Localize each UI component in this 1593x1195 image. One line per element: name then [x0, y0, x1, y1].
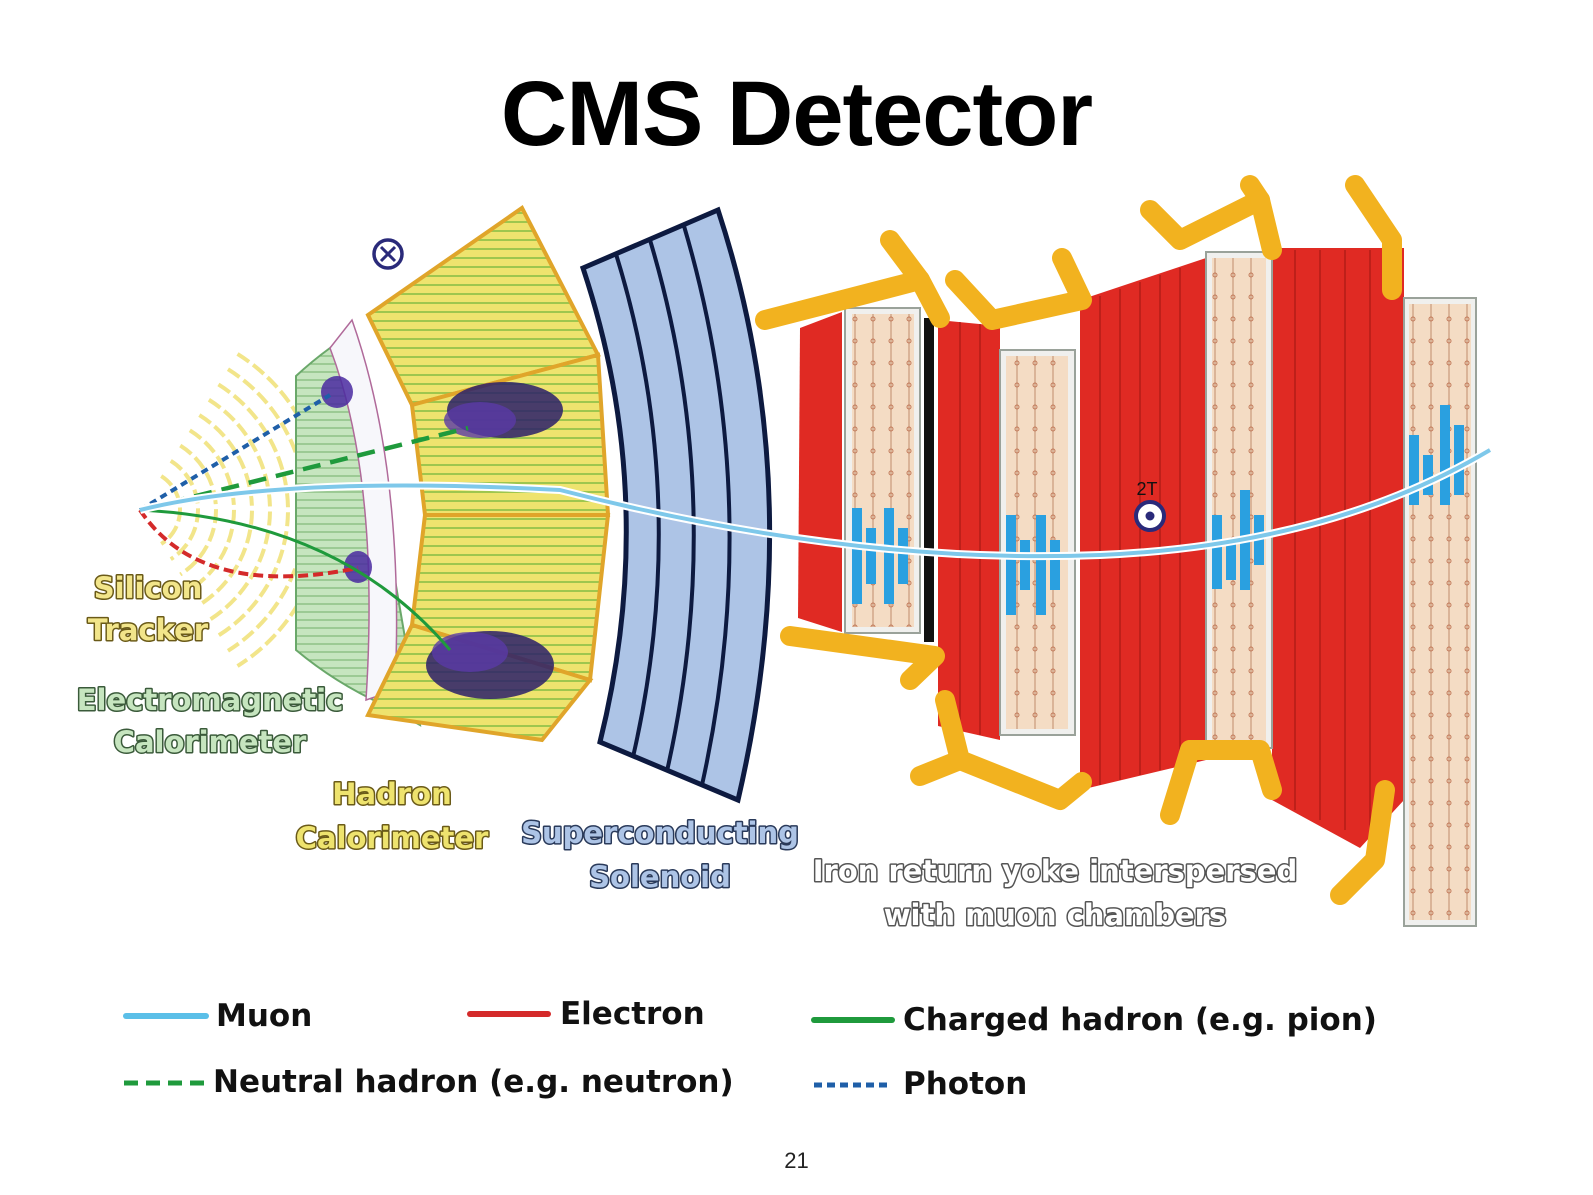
label-solenoid-1: Superconducting: [521, 816, 799, 850]
legend-label-electron: Electron: [560, 996, 705, 1032]
legend-item-muon: Muon: [123, 998, 312, 1034]
label-yoke-2: with muon chambers: [884, 898, 1226, 932]
tracker-layer: [226, 367, 308, 653]
tracker-layer: [188, 428, 236, 592]
particle-tracks: [138, 393, 1493, 651]
legend-label-charged-hadron: Charged hadron (e.g. pion): [903, 1002, 1377, 1038]
tracker-layer: [207, 398, 272, 622]
circle-dot-icon: [1134, 500, 1166, 532]
tracker-layer: [169, 459, 200, 561]
label-tracker-1: Silicon: [94, 571, 202, 605]
legend-item-charged-hadron: Charged hadron (e.g. pion): [811, 1002, 1377, 1038]
hcal-shower-lower: [426, 631, 554, 699]
legend-label-neutral-hadron: Neutral hadron (e.g. neutron): [213, 1064, 734, 1100]
field-strength-label: 2T: [1136, 479, 1157, 499]
muon-chamber-4: [1403, 297, 1477, 927]
slide-title: CMS Detector: [500, 63, 1093, 165]
tracker-layer: [236, 352, 326, 668]
circle-cross-icon: [372, 238, 404, 270]
charged-hadron-track: [139, 508, 452, 651]
label-hcal-2: Calorimeter: [296, 821, 489, 855]
photon-track: [138, 393, 332, 512]
muon-chambers: [844, 251, 1477, 927]
hcal-shower-upper: [444, 382, 563, 438]
legend-item-neutral-hadron: Neutral hadron (e.g. neutron): [124, 1064, 734, 1100]
label-solenoid-2: Solenoid: [589, 860, 731, 894]
iron-return-yoke: [798, 248, 1404, 848]
page-number: 21: [784, 1148, 809, 1173]
ecal-shower-upper: [321, 376, 353, 408]
component-labels: Silicon Tracker Electromagnetic Calorime…: [75, 570, 1299, 934]
label-hcal-1: Hadron: [332, 777, 451, 811]
legend-label-photon: Photon: [903, 1066, 1027, 1102]
legend-label-muon: Muon: [216, 998, 312, 1034]
yoke-slab-4: [1272, 248, 1404, 848]
legend-item-photon: Photon: [814, 1066, 1027, 1102]
electron-track: [138, 508, 359, 579]
muon-chamber-3: [1205, 251, 1273, 749]
label-ecal-1: Electromagnetic: [77, 683, 344, 717]
label-ecal-2: Calorimeter: [114, 725, 307, 759]
legend-item-electron: Electron: [467, 996, 705, 1032]
yoke-slab-1: [798, 312, 842, 632]
tracker-layer: [160, 474, 182, 546]
label-tracker-2: Tracker: [88, 613, 209, 647]
legend: Muon Electron Charged hadron (e.g. pion)…: [123, 996, 1377, 1102]
tracker-layer: [179, 443, 218, 577]
silicon-tracker: [160, 352, 326, 668]
tracker-layer: [198, 413, 254, 607]
superconducting-solenoid: [579, 206, 773, 804]
label-yoke-1: Iron return yoke interspersed: [813, 854, 1297, 888]
yoke-slab-2: [938, 320, 1000, 740]
yoke-support-structure: [755, 175, 1402, 905]
tracker-layer: [217, 382, 290, 638]
